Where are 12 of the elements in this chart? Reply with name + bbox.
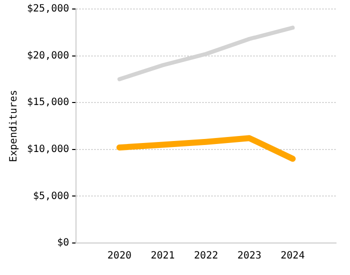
x-tick-label: 2022 — [194, 250, 218, 262]
x-tick-label: 2024 — [280, 250, 305, 262]
y-tick-label: $0 — [57, 238, 70, 249]
y-tick-label: $20,000 — [26, 50, 70, 62]
y-tick-label: $5,000 — [33, 190, 70, 202]
x-tick-label: 2020 — [107, 250, 132, 262]
y-axis-title: Expenditures — [8, 90, 20, 162]
x-tick-label: 2023 — [237, 250, 262, 262]
y-tick-label: $15,000 — [26, 97, 70, 108]
y-tick-label: $10,000 — [26, 144, 70, 155]
y-tick-label: $25,000 — [26, 4, 70, 15]
x-tick-label: 2021 — [150, 250, 175, 262]
